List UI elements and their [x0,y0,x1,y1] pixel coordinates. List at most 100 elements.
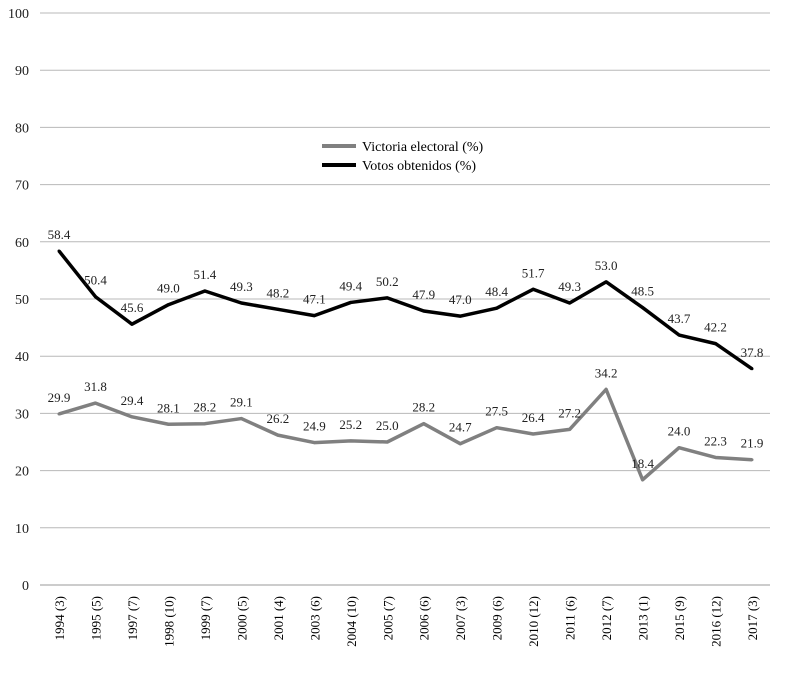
x-tick-label: 2012 (7) [599,596,614,640]
data-label: 22.3 [704,433,727,448]
y-tick-label: 0 [22,579,29,594]
series-line [57,249,753,371]
data-point [458,442,462,446]
data-label: 49.0 [157,281,180,296]
data-point [531,287,535,291]
data-point [641,478,645,482]
x-tick-label: 2007 (3) [453,596,468,640]
data-label: 24.9 [303,419,326,434]
data-point [57,412,61,416]
y-tick-label: 70 [15,179,29,194]
y-tick-label: 60 [15,236,29,251]
data-point [385,296,389,300]
data-label: 28.2 [194,400,217,415]
x-tick-label: 1995 (5) [88,596,103,640]
data-point [495,426,499,430]
data-point [750,367,754,371]
y-tick-label: 50 [15,293,29,308]
data-point [349,439,353,443]
data-label: 29.9 [48,390,71,405]
data-label: 27.2 [558,405,581,420]
x-tick-label: 1999 (7) [198,596,213,640]
data-label: 28.1 [157,400,180,415]
y-tick-label: 10 [15,522,29,537]
data-point [677,333,681,337]
x-tick-label: 2017 (3) [745,596,760,640]
data-label: 51.4 [194,267,217,282]
data-label: 48.5 [631,284,654,299]
x-tick-label: 2000 (5) [234,596,249,640]
data-label: 29.1 [230,395,253,410]
data-label: 48.2 [266,285,289,300]
data-label: 26.2 [266,411,289,426]
data-point [422,422,426,426]
data-label: 49.3 [230,279,253,294]
data-point [57,249,61,253]
data-label: 21.9 [741,436,764,451]
data-point [239,417,243,421]
y-tick-label: 90 [15,64,29,79]
data-point [203,422,207,426]
data-point [93,295,97,299]
legend: Victoria electoral (%) Votos obtenidos (… [322,140,484,174]
data-point [750,458,754,462]
data-label: 58.4 [48,227,71,242]
x-tick-label: 2009 (6) [490,596,505,640]
data-label: 47.1 [303,292,326,307]
data-point [495,306,499,310]
data-label: 26.4 [522,410,545,425]
data-label: 28.2 [412,400,435,415]
data-point [531,432,535,436]
x-tick-label: 2004 (10) [344,596,359,647]
data-label: 31.8 [84,379,107,394]
data-point [349,300,353,304]
data-point [714,455,718,459]
data-point [677,446,681,450]
data-point [166,303,170,307]
data-label: 25.0 [376,418,399,433]
data-label: 24.7 [449,420,472,435]
data-point [130,415,134,419]
data-point [604,387,608,391]
data-label: 53.0 [595,258,618,273]
data-point [312,314,316,318]
x-tick-label: 2011 (6) [563,596,578,640]
legend-label-votos: Votos obtenidos (%) [362,159,476,174]
y-tick-label: 80 [15,121,29,136]
data-point [130,322,134,326]
data-point [458,314,462,318]
x-tick-label: 2001 (4) [271,596,286,640]
legend-label-victoria: Victoria electoral (%) [362,140,484,155]
data-label: 37.8 [741,345,764,360]
x-tick-label: 2015 (9) [672,596,687,640]
data-point [385,440,389,444]
data-label: 18.4 [631,456,654,471]
x-tick-label: 1997 (7) [125,596,140,640]
x-tick-label: 2010 (12) [526,596,541,647]
x-tick-label: 2005 (7) [380,596,395,640]
data-label: 47.9 [412,287,435,302]
x-tick-label: 2013 (1) [636,596,651,640]
data-label: 45.6 [121,300,144,315]
data-label: 25.2 [339,417,362,432]
y-tick-label: 100 [8,7,29,22]
data-point [239,301,243,305]
data-label: 27.5 [485,404,508,419]
data-point [604,280,608,284]
data-point [166,422,170,426]
data-point [312,441,316,445]
data-label: 49.4 [339,278,362,293]
data-point [568,427,572,431]
data-point [203,289,207,293]
data-label: 29.4 [121,393,144,408]
x-tick-label: 2003 (6) [307,596,322,640]
data-label: 42.2 [704,320,727,335]
data-label: 47.0 [449,292,472,307]
data-point [422,309,426,313]
data-label: 51.7 [522,265,545,280]
data-point [714,342,718,346]
y-tick-label: 30 [15,407,29,422]
data-point [276,307,280,311]
data-label: 34.2 [595,365,618,380]
